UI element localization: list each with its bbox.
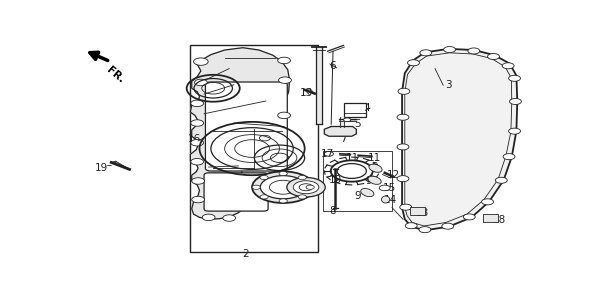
Circle shape [509,75,520,81]
Circle shape [408,60,419,66]
Circle shape [195,79,207,86]
Circle shape [420,50,432,56]
Circle shape [278,112,290,119]
Circle shape [192,178,205,184]
Bar [191,45,319,252]
Circle shape [419,227,431,233]
Circle shape [400,204,412,210]
Ellipse shape [382,196,390,203]
Circle shape [343,118,351,122]
Polygon shape [340,117,345,126]
Circle shape [306,185,314,189]
Text: 11: 11 [368,153,381,163]
Text: 17: 17 [321,149,334,159]
Circle shape [191,120,204,126]
Circle shape [405,223,417,229]
Polygon shape [191,48,290,219]
Text: 6: 6 [329,61,335,71]
Text: 15: 15 [383,183,396,193]
Circle shape [191,100,204,107]
Circle shape [191,139,204,146]
Circle shape [397,144,409,150]
Circle shape [444,47,455,53]
Circle shape [293,181,319,194]
FancyBboxPatch shape [483,214,498,222]
Text: 11: 11 [346,153,359,163]
Polygon shape [402,49,517,230]
Text: FR.: FR. [105,64,126,85]
Circle shape [502,63,514,69]
Circle shape [496,177,507,183]
Circle shape [278,77,291,83]
Circle shape [503,154,515,160]
Text: 9: 9 [371,162,378,172]
Circle shape [260,176,306,199]
Text: 20: 20 [296,183,309,193]
Ellipse shape [368,176,381,184]
Circle shape [202,214,215,221]
Circle shape [463,214,475,220]
FancyBboxPatch shape [205,82,287,171]
Text: 10: 10 [329,175,342,185]
Ellipse shape [369,164,382,172]
Text: 16: 16 [188,134,202,144]
Polygon shape [324,126,356,136]
Text: 7: 7 [340,134,347,144]
Circle shape [287,178,325,197]
Text: 18: 18 [493,216,506,225]
Text: 21: 21 [266,183,279,193]
Text: 9: 9 [365,176,372,186]
Circle shape [397,176,409,182]
Circle shape [509,128,520,134]
Polygon shape [339,119,356,121]
Text: 18: 18 [415,208,429,219]
Circle shape [260,135,270,141]
Circle shape [299,184,313,191]
Text: 3: 3 [445,80,452,90]
Ellipse shape [360,188,374,197]
Circle shape [481,199,493,205]
FancyBboxPatch shape [410,207,425,215]
Text: 19: 19 [94,163,108,173]
Circle shape [194,58,208,65]
Circle shape [279,199,287,203]
Circle shape [252,185,260,189]
Text: 14: 14 [384,194,397,204]
Polygon shape [316,47,322,124]
Text: 8: 8 [330,206,336,216]
Circle shape [260,175,268,180]
Circle shape [397,114,409,120]
Circle shape [510,98,522,104]
Circle shape [298,195,306,199]
Bar [343,103,366,117]
Circle shape [279,172,287,176]
Text: 13: 13 [299,88,313,98]
Text: 2: 2 [242,249,248,259]
Text: 12: 12 [387,170,401,180]
Circle shape [468,48,480,54]
Circle shape [278,57,290,64]
Circle shape [252,172,314,203]
Text: 4: 4 [363,103,370,113]
Circle shape [298,175,306,180]
Circle shape [223,215,235,221]
Text: 9: 9 [355,191,362,201]
FancyBboxPatch shape [204,173,268,211]
Circle shape [270,180,297,194]
Circle shape [379,185,390,191]
Circle shape [192,196,205,203]
Circle shape [398,88,410,94]
Circle shape [487,54,500,60]
Circle shape [260,195,268,199]
Text: 5: 5 [354,119,360,129]
Circle shape [442,223,454,229]
Bar [323,151,392,211]
Circle shape [191,159,204,165]
